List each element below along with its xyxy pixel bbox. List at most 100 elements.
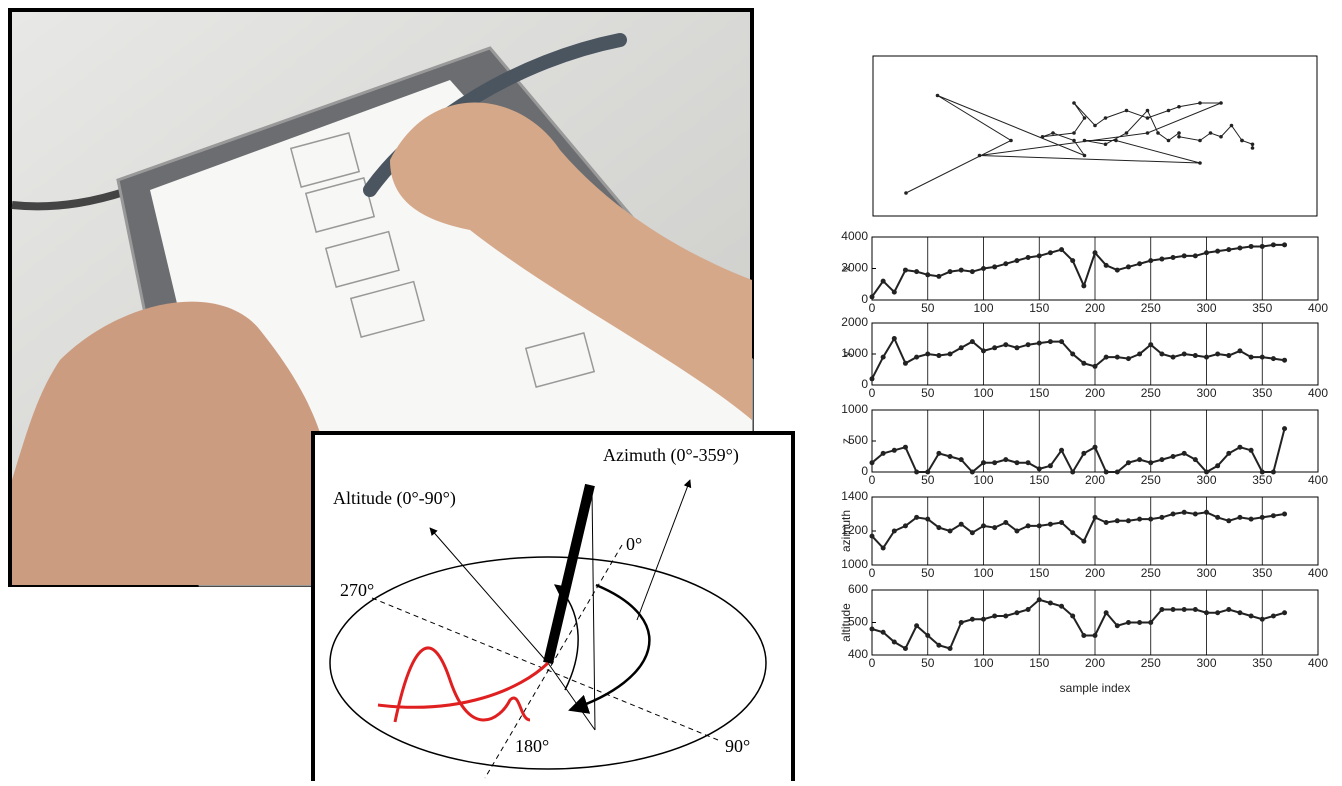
data-point: [1014, 529, 1019, 534]
data-point: [1026, 255, 1031, 260]
data-point: [1070, 352, 1075, 357]
data-point: [1182, 510, 1187, 515]
signature-point: [1041, 135, 1045, 139]
data-point: [1171, 454, 1176, 459]
data-point: [1215, 352, 1220, 357]
data-point: [1037, 466, 1042, 471]
data-point: [892, 290, 897, 295]
data-point: [914, 355, 919, 360]
signature-point: [1083, 154, 1087, 158]
data-point: [959, 268, 964, 273]
data-point: [881, 630, 886, 635]
x-tick-label: 250: [1141, 301, 1161, 315]
data-point: [1104, 355, 1109, 360]
signature-point: [1093, 124, 1097, 128]
data-point: [1104, 610, 1109, 615]
data-point: [1204, 470, 1209, 475]
data-point: [1237, 348, 1242, 353]
signature-point: [1198, 139, 1202, 143]
data-point: [870, 294, 875, 299]
signature-point: [1125, 131, 1129, 135]
data-point: [881, 279, 886, 284]
data-point: [1182, 607, 1187, 612]
data-point: [1237, 246, 1242, 251]
data-point: [1070, 470, 1075, 475]
data-point: [970, 617, 975, 622]
data-point: [1249, 517, 1254, 522]
data-point: [992, 460, 997, 465]
data-point: [1271, 356, 1276, 361]
signature-point: [1219, 135, 1223, 139]
data-point: [948, 269, 953, 274]
data-point: [1282, 610, 1287, 615]
signature-point: [1177, 131, 1181, 135]
x-tick-label: 100: [973, 386, 993, 400]
data-point: [903, 268, 908, 273]
x-tick-label: 200: [1085, 566, 1105, 580]
data-point: [870, 534, 875, 539]
data-point: [1126, 620, 1131, 625]
signature-point: [1251, 142, 1255, 146]
signature-point: [1114, 139, 1118, 143]
x-tick-label: 150: [1029, 301, 1049, 315]
data-line: [872, 429, 1285, 472]
signature-point: [1251, 146, 1255, 150]
data-point: [1059, 448, 1064, 453]
data-point: [1260, 244, 1265, 249]
data-point: [1126, 518, 1131, 523]
signature-point: [1167, 109, 1171, 113]
data-point: [1093, 515, 1098, 520]
signature-point: [1198, 101, 1202, 105]
data-point: [1115, 623, 1120, 628]
x-tick-label: 0: [869, 566, 876, 580]
data-point: [1115, 518, 1120, 523]
data-point: [1182, 451, 1187, 456]
signature-point: [1104, 142, 1108, 146]
data-point: [1171, 355, 1176, 360]
data-point: [925, 633, 930, 638]
data-point: [970, 269, 975, 274]
data-point: [1081, 361, 1086, 366]
x-tick-label: 300: [1196, 386, 1216, 400]
data-point: [1260, 355, 1265, 360]
data-point: [1193, 457, 1198, 462]
data-point: [970, 470, 975, 475]
data-point: [948, 352, 953, 357]
y-axis-label: azimuth: [839, 510, 853, 552]
data-point: [892, 529, 897, 534]
y-axis-label: y: [839, 351, 853, 357]
data-point: [1048, 463, 1053, 468]
x-tick-label: 300: [1196, 566, 1216, 580]
x-tick-label: 350: [1252, 473, 1272, 487]
x-tick-label: 50: [921, 656, 935, 670]
data-point: [1003, 261, 1008, 266]
x-tick-label: 150: [1029, 656, 1049, 670]
x-tick-label: 50: [921, 386, 935, 400]
data-point: [959, 345, 964, 350]
data-point: [1137, 517, 1142, 522]
data-point: [1148, 620, 1153, 625]
data-point: [1204, 250, 1209, 255]
x-tick-label: 200: [1085, 656, 1105, 670]
data-point: [914, 515, 919, 520]
data-point: [870, 627, 875, 632]
data-point: [914, 470, 919, 475]
data-point: [1014, 258, 1019, 263]
data-point: [1104, 520, 1109, 525]
data-point: [1226, 518, 1231, 523]
data-point: [1026, 607, 1031, 612]
data-point: [1260, 617, 1265, 622]
y-tick-label: 600: [848, 582, 868, 596]
data-point: [981, 348, 986, 353]
x-tick-label: 250: [1141, 566, 1161, 580]
signature-point: [1083, 139, 1087, 143]
data-point: [1137, 261, 1142, 266]
data-point: [1059, 339, 1064, 344]
data-point: [1282, 358, 1287, 363]
pen-diagram: Azimuth (0°-359°) Altitude (0°-90°) 0° 2…: [313, 433, 793, 781]
y-axis-label: z: [839, 438, 853, 444]
signature-point: [1177, 105, 1181, 109]
signature-point: [1209, 131, 1213, 135]
data-point: [1014, 610, 1019, 615]
data-point: [1249, 244, 1254, 249]
